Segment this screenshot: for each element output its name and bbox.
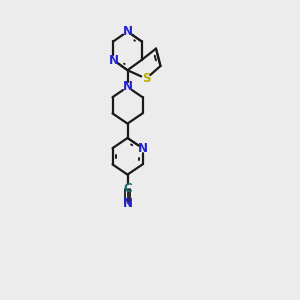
Text: S: S — [142, 72, 150, 85]
Text: N: N — [122, 25, 133, 38]
Text: N: N — [122, 197, 133, 210]
Text: N: N — [108, 53, 118, 67]
Text: N: N — [137, 142, 148, 155]
Text: C: C — [123, 182, 132, 196]
Text: N: N — [122, 80, 133, 94]
